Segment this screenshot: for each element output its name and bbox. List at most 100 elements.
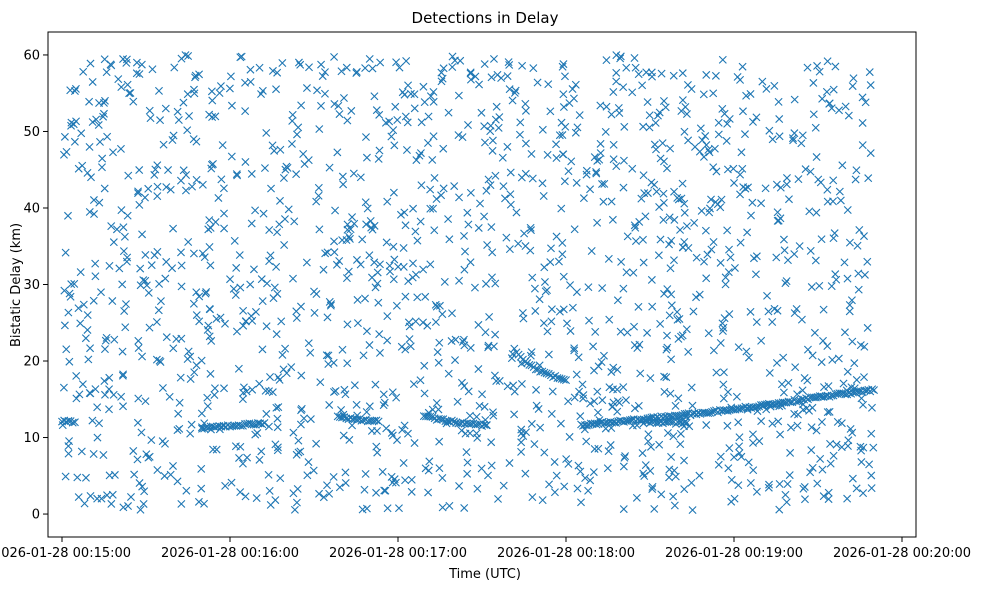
- detection-point-1576: [392, 301, 401, 310]
- detection-point-718: [81, 473, 90, 482]
- detection-point-541: [132, 69, 141, 78]
- detection-point-1342: [832, 275, 841, 284]
- detection-point-506: [596, 149, 605, 158]
- detection-point-1093: [737, 148, 746, 157]
- detection-point-574: [755, 437, 764, 446]
- detection-point-966: [376, 58, 385, 67]
- detection-point-317: [64, 308, 73, 317]
- detection-point-392: [177, 261, 186, 270]
- detection-point-548: [134, 343, 143, 352]
- detection-point-1592: [669, 432, 678, 441]
- detection-point-632: [853, 241, 862, 250]
- detection-point-714: [268, 66, 277, 75]
- detection-point-428: [746, 478, 755, 487]
- detection-point-1402: [227, 478, 236, 487]
- detection-point-972: [268, 141, 277, 150]
- detection-point-1101: [134, 189, 142, 198]
- detection-point-934: [274, 373, 283, 382]
- detection-point-36: [89, 196, 98, 205]
- detection-point-866: [495, 376, 504, 385]
- detection-point-627: [839, 379, 848, 388]
- detection-point-199: [380, 486, 389, 495]
- detection-point-671: [552, 154, 561, 163]
- detection-point-1120: [540, 263, 549, 272]
- detection-point-324: [93, 494, 102, 503]
- detection-point-659: [287, 139, 296, 148]
- detection-point-109: [630, 54, 639, 63]
- detection-point-1015: [79, 300, 88, 309]
- detection-point-833: [348, 213, 357, 222]
- detection-point-1585: [733, 72, 742, 81]
- detection-point-1452: [819, 305, 828, 314]
- detection-point-1569: [695, 147, 704, 156]
- detection-point-157: [372, 106, 381, 115]
- detection-point-1099: [393, 116, 402, 125]
- detection-point-998: [387, 132, 396, 141]
- detection-point-1412: [622, 396, 630, 405]
- detection-point-382: [790, 95, 799, 104]
- detection-point-268: [362, 220, 371, 229]
- detection-point-1481: [382, 238, 391, 247]
- detection-point-1114: [784, 378, 793, 387]
- detection-point-1584: [108, 490, 117, 499]
- detection-point-1100: [141, 397, 150, 406]
- detection-point-471: [538, 496, 547, 505]
- detection-point-1075: [826, 439, 835, 448]
- detection-point-1534: [239, 383, 248, 392]
- detection-point-463: [485, 312, 494, 321]
- detection-point-427: [334, 101, 343, 110]
- detection-point-587: [440, 277, 449, 286]
- detection-point-903: [783, 256, 792, 265]
- detection-point-825: [466, 75, 475, 84]
- detection-point-401: [544, 350, 553, 359]
- detection-point-1503: [136, 281, 145, 290]
- detection-point-727: [646, 466, 655, 475]
- detection-point-1593: [799, 405, 808, 414]
- detection-point-1372: [89, 296, 98, 305]
- detection-point-299: [329, 472, 338, 481]
- detection-point-989: [718, 327, 727, 335]
- detection-point-1107: [867, 403, 876, 412]
- detection-point-674: [501, 194, 510, 203]
- detection-point-1594: [105, 471, 114, 480]
- detection-point-784: [337, 405, 346, 414]
- detection-point-391: [186, 375, 195, 383]
- detection-point-1059: [378, 467, 387, 476]
- x-axis-label: Time (UTC): [448, 567, 521, 582]
- detection-point-226: [538, 179, 547, 188]
- detection-point-577: [704, 329, 713, 338]
- detection-point-44: [721, 280, 730, 289]
- detection-point-1212: [593, 218, 602, 227]
- detection-point-623: [463, 458, 472, 467]
- detection-point-1182: [510, 88, 519, 97]
- detection-point-1473: [757, 336, 766, 345]
- detection-point-1553: [586, 399, 595, 408]
- detection-point-1283: [78, 161, 87, 170]
- detection-point-393: [619, 83, 628, 92]
- detection-point-1422: [676, 225, 685, 234]
- detection-point-1456: [675, 314, 684, 323]
- detection-point-564: [620, 122, 629, 131]
- detection-point-218: [847, 296, 856, 305]
- detection-point-975: [227, 152, 236, 161]
- detection-point-468: [491, 115, 500, 124]
- detection-point-1257: [81, 334, 90, 343]
- detection-point-780: [550, 488, 559, 497]
- detection-point-533: [325, 400, 334, 409]
- detection-point-959: [790, 309, 799, 318]
- detection-point-1091: [429, 204, 438, 213]
- detection-point-1587: [742, 91, 751, 100]
- detection-point-806: [617, 257, 626, 266]
- detection-point-1572: [594, 444, 603, 453]
- detection-point-1395: [142, 450, 151, 459]
- detection-point-416: [543, 150, 552, 159]
- detection-point-597: [847, 383, 856, 392]
- detection-point-960: [168, 264, 177, 273]
- detection-point-830: [108, 297, 117, 306]
- detection-point-1384: [517, 379, 526, 388]
- detection-point-917: [768, 135, 777, 144]
- detection-point-1393: [105, 373, 114, 382]
- detection-point-503: [247, 169, 256, 178]
- y-axis: 0 10 20 30 40 50 60: [23, 48, 48, 523]
- detection-point-488: [390, 141, 399, 150]
